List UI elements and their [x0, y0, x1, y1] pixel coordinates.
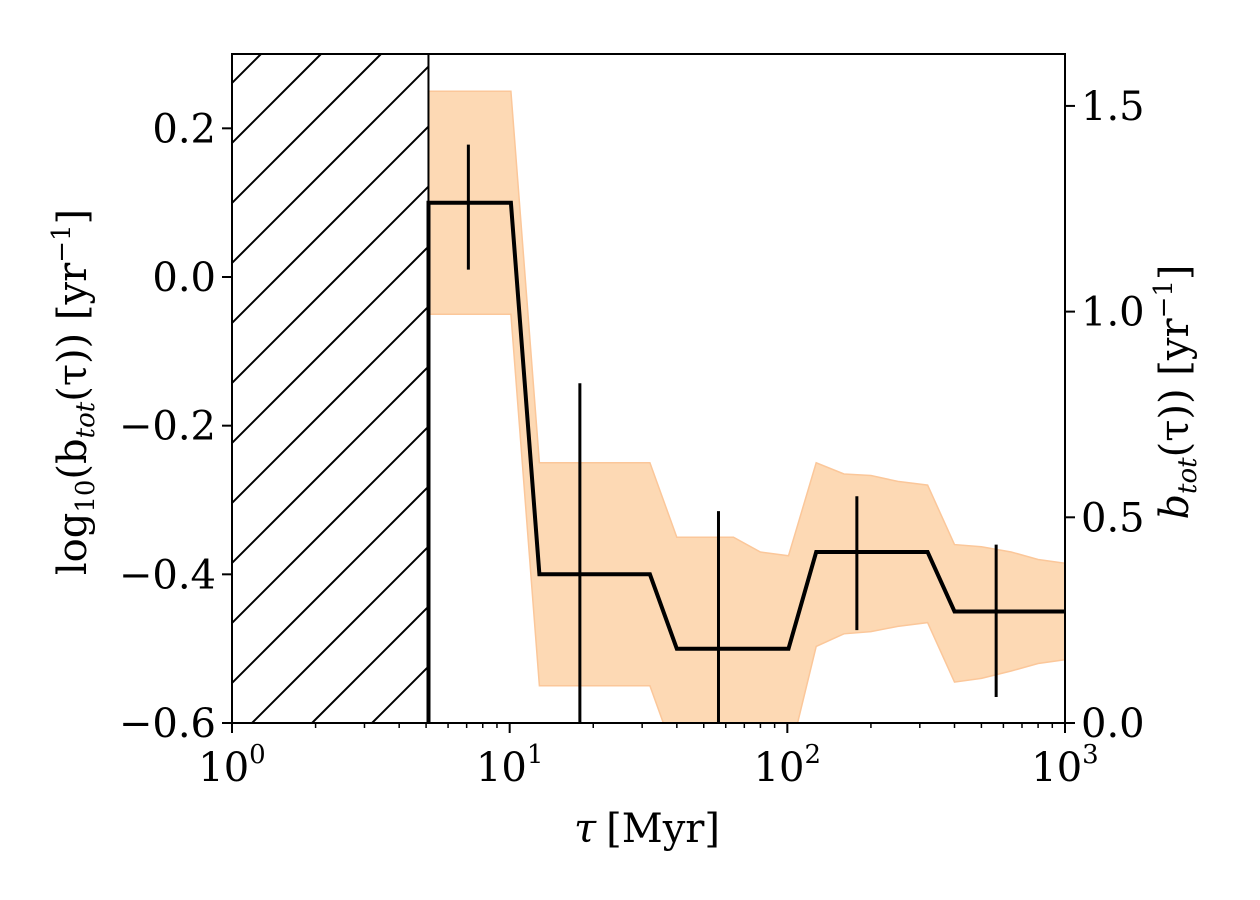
hatch-line	[232, 245, 429, 445]
x-tick-label: 100	[198, 740, 265, 791]
y2-tick-label: 0.5	[1081, 495, 1145, 541]
y2-tick-label: 1.0	[1081, 290, 1145, 336]
x-tick-label: 102	[754, 740, 821, 791]
y-tick-label: −0.6	[119, 701, 216, 747]
x-tick-exponent: 1	[527, 740, 544, 770]
median-step-line	[426, 200, 1065, 723]
x-tick-base: 10	[198, 745, 249, 791]
hatch-line	[232, 54, 262, 85]
x-tick-base: 10	[754, 745, 805, 791]
hatch-line	[232, 125, 429, 325]
x-tick-label: 101	[476, 740, 543, 791]
hatch-lines	[0, 54, 429, 723]
error-bars	[466, 144, 998, 723]
hatch-line	[232, 305, 429, 505]
y2-tick-label: 0.0	[1081, 701, 1145, 747]
hatch-line	[232, 485, 429, 685]
y-tick-label: 0.2	[152, 106, 216, 152]
hatch-line	[232, 65, 429, 265]
hatch-line	[311, 605, 429, 723]
hatch-line	[232, 425, 429, 625]
y-tick-label: −0.4	[119, 552, 216, 598]
y-axis-label: log10(btot(τ)) [yr−1]	[47, 209, 101, 575]
hatch-line	[0, 54, 201, 723]
plot-area	[0, 54, 1065, 723]
hatch-line	[232, 54, 382, 205]
hatch-line	[251, 545, 429, 723]
y-tick-label: −0.2	[119, 404, 216, 450]
axes: 100 101 102 1030.20.0−0.2−0.4−0.61.51.00.50…	[119, 53, 1145, 791]
x-tick-exponent: 2	[805, 740, 822, 770]
x-tick-exponent: 3	[1082, 740, 1099, 770]
x-tick-base: 10	[1031, 745, 1082, 791]
y-tick-label: 0.0	[152, 255, 216, 301]
y2-tick-label: 1.5	[1081, 84, 1145, 130]
x-tick-exponent: 0	[249, 740, 266, 770]
hatch-line	[232, 54, 322, 145]
x-axis-label: τ [Myr]	[574, 806, 720, 852]
hatch-line	[232, 365, 429, 565]
x-tick-label: 103	[1031, 740, 1098, 791]
confidence-band	[427, 90, 1065, 723]
plot-frame	[231, 53, 1066, 724]
y2-axis-label: btot(τ)) [yr−1]	[1149, 264, 1203, 519]
x-tick-base: 10	[476, 745, 527, 791]
